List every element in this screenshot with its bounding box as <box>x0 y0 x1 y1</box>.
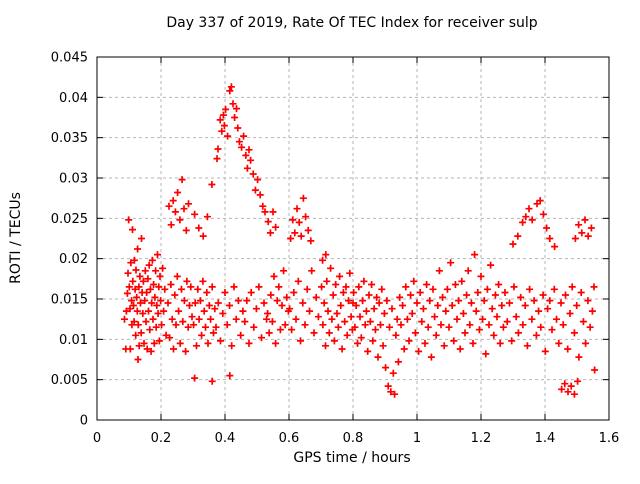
y-tick-label: 0.04 <box>59 91 88 106</box>
x-tick-label: 1.2 <box>471 431 492 446</box>
chart-title: Day 337 of 2019, Rate Of TEC Index for r… <box>166 15 537 31</box>
x-tick-label: 0.6 <box>279 431 300 446</box>
y-tick-label: 0.005 <box>51 373 88 388</box>
y-tick-label: 0 <box>80 414 88 429</box>
plus-markers <box>121 83 599 398</box>
grid-lines <box>97 57 609 420</box>
y-axis-label: ROTI / TECUs <box>8 192 24 284</box>
x-tick-label: 1.4 <box>535 431 556 446</box>
x-tick-labels: 0 0.2 0.4 0.6 0.8 1 1.2 1.4 1.6 <box>93 431 619 446</box>
y-tick-label: 0.015 <box>51 293 88 308</box>
x-tick-label: 0.8 <box>343 431 364 446</box>
x-axis-label: GPS time / hours <box>293 450 410 466</box>
x-tick-label: 0.2 <box>151 431 172 446</box>
x-tick-label: 1 <box>413 431 421 446</box>
y-tick-labels: 0 0.005 0.01 0.015 0.02 0.025 0.03 0.035 0.04 0.0… <box>51 51 88 429</box>
y-tick-label: 0.03 <box>59 172 88 187</box>
x-tick-label: 0 <box>93 431 101 446</box>
y-tick-label: 0.02 <box>59 252 88 267</box>
x-tick-label: 1.6 <box>599 431 620 446</box>
y-tick-label: 0.025 <box>51 212 88 227</box>
scatter-points <box>121 83 599 398</box>
y-tick-label: 0.01 <box>59 333 88 348</box>
y-tick-label: 0.045 <box>51 51 88 66</box>
x-tick-label: 0.4 <box>215 431 236 446</box>
y-tick-label: 0.035 <box>51 131 88 146</box>
plot-border <box>96 56 610 421</box>
